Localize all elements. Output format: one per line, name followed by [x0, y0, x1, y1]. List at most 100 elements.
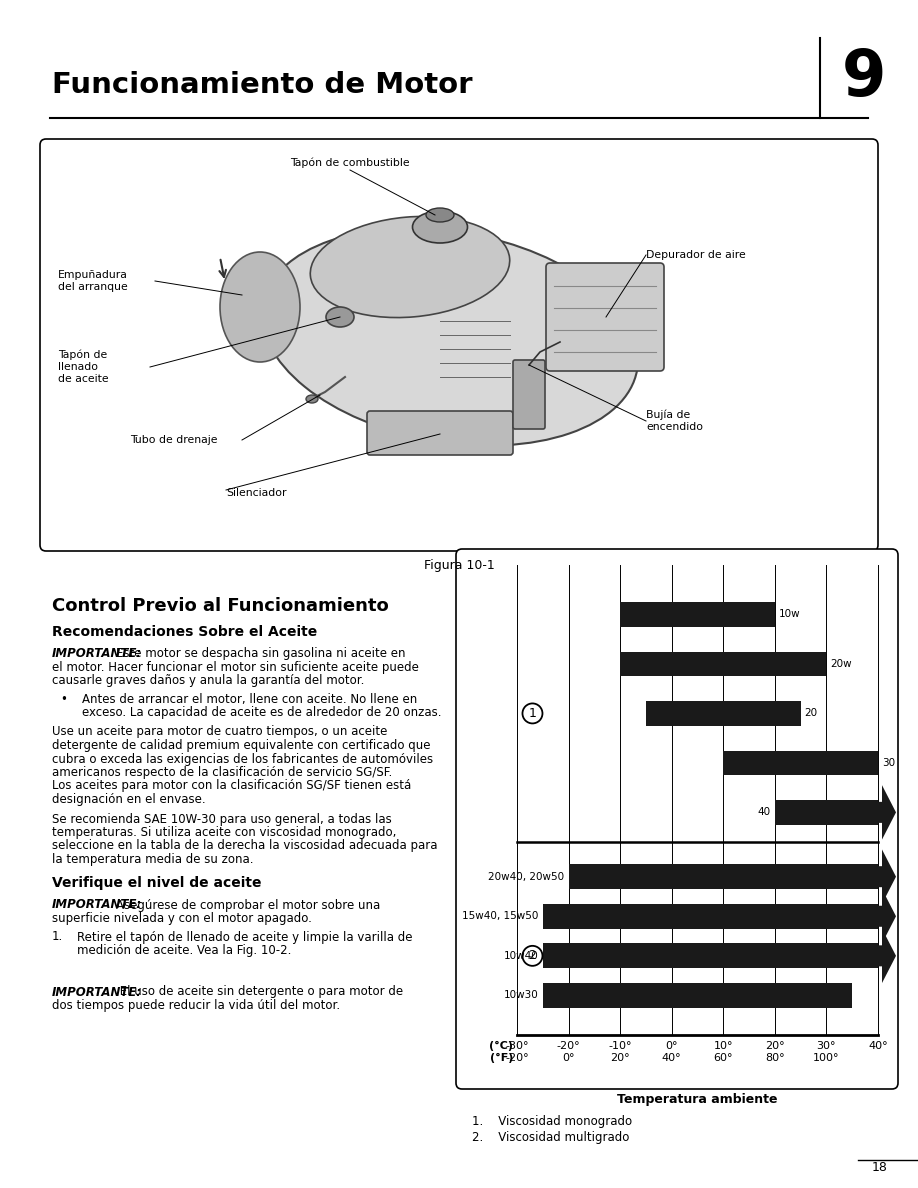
Text: -20°: -20° — [556, 1041, 580, 1051]
Text: IMPORTANTE:: IMPORTANTE: — [52, 647, 142, 661]
Text: Funcionamiento de Motor: Funcionamiento de Motor — [52, 71, 473, 99]
Text: Verifique el nivel de aceite: Verifique el nivel de aceite — [52, 877, 262, 891]
Text: Silenciador: Silenciador — [226, 488, 286, 498]
Text: 10°: 10° — [713, 1041, 733, 1051]
Text: Recomendaciones Sobre el Aceite: Recomendaciones Sobre el Aceite — [52, 625, 318, 639]
Ellipse shape — [262, 228, 638, 446]
Text: dos tiempos puede reducir la vida útil del motor.: dos tiempos puede reducir la vida útil d… — [52, 999, 341, 1012]
Text: 18: 18 — [872, 1161, 888, 1174]
Text: cubra o exceda las exigencias de los fabricantes de automóviles: cubra o exceda las exigencias de los fab… — [52, 752, 433, 765]
Text: -30°: -30° — [505, 1041, 529, 1051]
Text: americanos respecto de la clasificación de servicio SG/SF.: americanos respecto de la clasificación … — [52, 766, 392, 779]
Text: 15w40, 15w50: 15w40, 15w50 — [463, 911, 539, 921]
Text: 9: 9 — [842, 48, 886, 109]
Text: exceso. La capacidad de aceite es de alrededor de 20 onzas.: exceso. La capacidad de aceite es de alr… — [82, 706, 442, 719]
Ellipse shape — [326, 307, 354, 327]
FancyBboxPatch shape — [546, 263, 664, 371]
Text: llenado: llenado — [58, 362, 98, 372]
Text: superficie nivelada y con el motor apagado.: superficie nivelada y con el motor apaga… — [52, 912, 312, 925]
Text: 20: 20 — [805, 708, 818, 719]
FancyArrow shape — [878, 849, 896, 904]
Text: 30°: 30° — [817, 1041, 836, 1051]
Text: 10w30: 10w30 — [504, 991, 539, 1000]
Text: -20°: -20° — [505, 1053, 529, 1063]
Text: 20w: 20w — [831, 659, 852, 669]
Text: Antes de arrancar el motor, llene con aceite. No llene en: Antes de arrancar el motor, llene con ac… — [82, 693, 418, 706]
Text: 1: 1 — [529, 707, 536, 720]
Text: 0°: 0° — [563, 1053, 575, 1063]
FancyBboxPatch shape — [456, 549, 898, 1089]
Text: Asegúrese de comprobar el motor sobre una: Asegúrese de comprobar el motor sobre un… — [116, 898, 380, 911]
Text: Este motor se despacha sin gasolina ni aceite en: Este motor se despacha sin gasolina ni a… — [116, 647, 406, 661]
Text: Depurador de aire: Depurador de aire — [646, 249, 745, 260]
Text: 20°: 20° — [610, 1053, 630, 1063]
Bar — [568, 865, 878, 889]
Ellipse shape — [220, 252, 300, 362]
FancyArrow shape — [878, 785, 896, 840]
Bar — [723, 751, 878, 776]
Text: Tubo de drenaje: Tubo de drenaje — [130, 435, 218, 446]
Text: el motor. Hacer funcionar el motor sin suficiente aceite puede: el motor. Hacer funcionar el motor sin s… — [52, 661, 419, 674]
Text: de aceite: de aceite — [58, 374, 108, 384]
FancyBboxPatch shape — [513, 360, 545, 429]
FancyBboxPatch shape — [367, 411, 513, 455]
Text: 1.: 1. — [52, 930, 63, 943]
Text: 2.    Viscosidad multigrado: 2. Viscosidad multigrado — [472, 1131, 630, 1144]
Text: detergente de calidad premium equivalente con certificado que: detergente de calidad premium equivalent… — [52, 739, 431, 752]
FancyArrow shape — [878, 889, 896, 943]
Bar — [543, 904, 878, 929]
Ellipse shape — [310, 216, 509, 317]
Bar — [646, 701, 800, 726]
Text: Control Previo al Funcionamiento: Control Previo al Funcionamiento — [52, 598, 388, 615]
Text: 20w40, 20w50: 20w40, 20w50 — [488, 872, 565, 881]
Text: Se recomienda SAE 10W-30 para uso general, a todas las: Se recomienda SAE 10W-30 para uso genera… — [52, 813, 392, 826]
Text: Empuñadura: Empuñadura — [58, 270, 128, 280]
Text: 60°: 60° — [713, 1053, 733, 1063]
Bar — [543, 943, 878, 968]
Bar — [775, 800, 878, 824]
Ellipse shape — [306, 394, 318, 403]
Text: 20°: 20° — [765, 1041, 785, 1051]
Text: 40°: 40° — [868, 1041, 888, 1051]
Text: la temperatura media de su zona.: la temperatura media de su zona. — [52, 853, 253, 866]
Text: Tapón de: Tapón de — [58, 349, 107, 360]
Text: -10°: -10° — [609, 1041, 632, 1051]
Text: del arranque: del arranque — [58, 282, 128, 292]
Text: 40°: 40° — [662, 1053, 681, 1063]
Text: (°F): (°F) — [489, 1053, 513, 1063]
Text: encendido: encendido — [646, 422, 703, 432]
Text: El uso de aceite sin detergente o para motor de: El uso de aceite sin detergente o para m… — [116, 986, 403, 998]
Ellipse shape — [426, 208, 454, 222]
Text: •: • — [60, 693, 67, 706]
Text: Use un aceite para motor de cuatro tiempos, o un aceite: Use un aceite para motor de cuatro tiemp… — [52, 726, 387, 739]
Text: Temperatura ambiente: Temperatura ambiente — [617, 1093, 778, 1106]
Text: temperaturas. Si utiliza aceite con viscosidad monogrado,: temperaturas. Si utiliza aceite con visc… — [52, 826, 397, 839]
Text: 10w40: 10w40 — [504, 950, 539, 961]
Text: IMPORTANTE:: IMPORTANTE: — [52, 986, 142, 998]
Text: medición de aceite. Vea la Fig. 10-2.: medición de aceite. Vea la Fig. 10-2. — [77, 944, 291, 958]
Text: 10w: 10w — [778, 609, 800, 619]
Bar — [621, 602, 775, 627]
Text: Bujía de: Bujía de — [646, 410, 690, 421]
Text: IMPORTANTE:: IMPORTANTE: — [52, 898, 142, 911]
FancyArrow shape — [878, 929, 896, 982]
Text: 100°: 100° — [813, 1053, 840, 1063]
Text: 1.    Viscosidad monogrado: 1. Viscosidad monogrado — [472, 1114, 633, 1127]
Text: seleccione en la tabla de la derecha la viscosidad adecuada para: seleccione en la tabla de la derecha la … — [52, 840, 438, 853]
Text: 2: 2 — [529, 949, 536, 962]
Text: Figura 10-1: Figura 10-1 — [423, 558, 495, 571]
FancyBboxPatch shape — [40, 139, 878, 551]
Text: designación en el envase.: designación en el envase. — [52, 794, 206, 805]
Ellipse shape — [412, 211, 467, 244]
Text: Tapón de combustible: Tapón de combustible — [290, 158, 409, 169]
Text: (°C): (°C) — [489, 1041, 513, 1051]
Bar — [543, 982, 852, 1007]
Bar — [621, 651, 826, 676]
Text: Los aceites para motor con la clasificación SG/SF tienen está: Los aceites para motor con la clasificac… — [52, 779, 411, 792]
Text: 30: 30 — [882, 758, 895, 767]
Text: 40: 40 — [757, 808, 771, 817]
Text: Retire el tapón de llenado de aceite y limpie la varilla de: Retire el tapón de llenado de aceite y l… — [77, 930, 412, 943]
Text: 0°: 0° — [666, 1041, 678, 1051]
Text: 80°: 80° — [765, 1053, 785, 1063]
Text: causarle graves daños y anula la garantía del motor.: causarle graves daños y anula la garantí… — [52, 674, 364, 687]
